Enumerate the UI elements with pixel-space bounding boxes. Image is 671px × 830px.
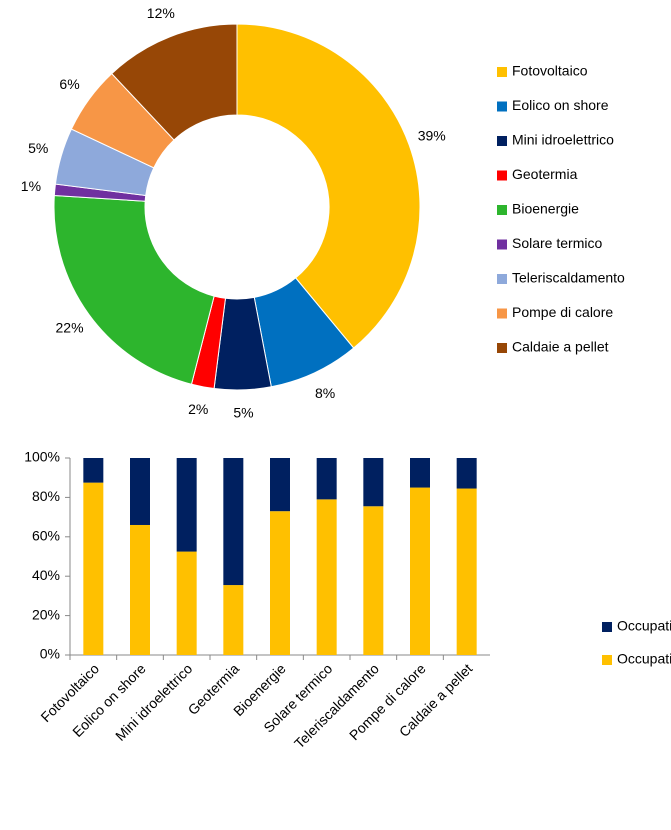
- legend-swatch: [602, 655, 612, 665]
- data-label: 5%: [233, 405, 253, 421]
- bar-segment: [130, 524, 150, 655]
- data-label: 5%: [28, 140, 48, 156]
- legend-swatch: [497, 308, 507, 319]
- legend-swatch: [497, 343, 507, 353]
- bar-segment: [456, 488, 477, 655]
- bar-segment: [363, 506, 384, 655]
- bar-segment: [83, 458, 104, 483]
- legend-swatch: [497, 101, 507, 112]
- data-label: 8%: [315, 385, 335, 401]
- x-tick-label: Teleriscaldamento: [291, 660, 382, 751]
- legend-label: Mini idroelettrico: [512, 132, 614, 148]
- bar-segment: [410, 487, 430, 655]
- legend-swatch: [602, 622, 612, 632]
- slice: [236, 23, 421, 349]
- bar-segment: [270, 511, 290, 655]
- y-tick-label: 0%: [40, 646, 60, 662]
- bar-segment: [176, 458, 197, 552]
- bar-segment: [316, 458, 337, 500]
- data-label: 39%: [418, 128, 446, 144]
- legend-label: Occupati indiretti: [617, 618, 671, 634]
- legend-label: Solare termico: [512, 235, 602, 251]
- bar-segment: [130, 458, 150, 525]
- legend-label: Bioenergie: [512, 201, 579, 217]
- legend-swatch: [497, 205, 507, 215]
- y-tick-label: 60%: [32, 528, 60, 544]
- data-label: 22%: [56, 319, 84, 335]
- data-label: 1%: [21, 178, 41, 194]
- y-tick-label: 100%: [24, 449, 60, 465]
- legend-swatch: [497, 136, 507, 146]
- y-tick-label: 20%: [32, 606, 60, 622]
- slice: [53, 194, 215, 385]
- legend-label: Fotovoltaico: [512, 63, 588, 79]
- bar-segment: [316, 499, 337, 655]
- legend-swatch: [497, 67, 507, 77]
- legend-label: Pompe di calore: [512, 304, 613, 320]
- data-label: 2%: [188, 401, 208, 417]
- bar-segment: [363, 458, 384, 507]
- y-tick-label: 40%: [32, 567, 60, 583]
- data-label: 6%: [59, 76, 79, 92]
- legend-label: Eolico on shore: [512, 97, 609, 113]
- bar-segment: [456, 458, 477, 489]
- legend-label: Occupati diretti: [617, 651, 671, 667]
- bar-segment: [176, 551, 197, 655]
- slice: [111, 23, 238, 141]
- bar-segment: [223, 458, 244, 586]
- legend-swatch: [497, 274, 507, 284]
- legend-swatch: [497, 239, 507, 250]
- legend-swatch: [497, 170, 507, 181]
- data-label: 12%: [147, 5, 175, 21]
- bar-segment: [410, 458, 430, 488]
- bar-segment: [223, 585, 244, 655]
- legend-label: Geotermia: [512, 166, 578, 182]
- y-tick-label: 80%: [32, 488, 60, 504]
- bar-segment: [83, 482, 104, 655]
- bar-segment: [270, 458, 290, 512]
- legend-label: Caldaie a pellet: [512, 339, 609, 355]
- legend-label: Teleriscaldamento: [512, 270, 625, 286]
